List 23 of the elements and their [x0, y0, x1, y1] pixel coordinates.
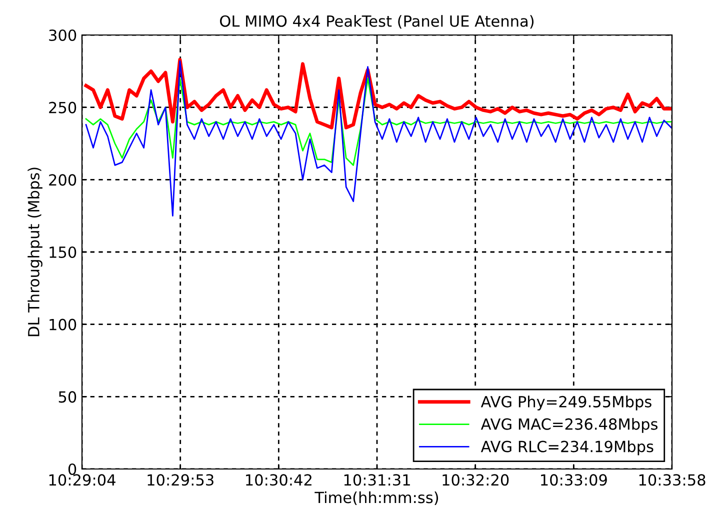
- x-tick-label: 10:29:53: [148, 474, 214, 486]
- line-series: [85, 60, 672, 217]
- line-series: [85, 78, 672, 166]
- y-tick-label: 50: [58, 391, 76, 403]
- x-axis-title: Time(hh:mm:ss): [314, 491, 438, 506]
- legend-label: AVG Phy=249.55Mbps: [480, 396, 652, 410]
- y-axis-title: DL Throughput (Mbps): [28, 168, 42, 336]
- legend-label: AVG RLC=234.19Mbps: [480, 440, 654, 456]
- x-tick-label: 10:33:58: [639, 474, 706, 486]
- y-tick-label: 200: [49, 174, 76, 186]
- x-tick-label: 10:30:42: [246, 474, 312, 486]
- x-tick-label: 10:29:04: [49, 474, 116, 486]
- y-tick-label: 100: [50, 318, 76, 330]
- chart-title: OL MIMO 4x4 PeakTest (Panel UE Atenna): [220, 15, 534, 29]
- x-tick-label: 10:33:09: [541, 474, 607, 486]
- line-series: [84, 58, 672, 130]
- x-tick-label: 10:31:31: [344, 474, 410, 486]
- y-tick-label: 300: [49, 29, 76, 42]
- y-tick-label: 150: [50, 246, 76, 258]
- x-tick-label: 10:32:20: [442, 474, 509, 486]
- y-tick-label: 0: [68, 463, 76, 476]
- y-tick-label: 250: [49, 102, 76, 114]
- legend-label: AVG MAC=236.48Mbps: [480, 418, 658, 433]
